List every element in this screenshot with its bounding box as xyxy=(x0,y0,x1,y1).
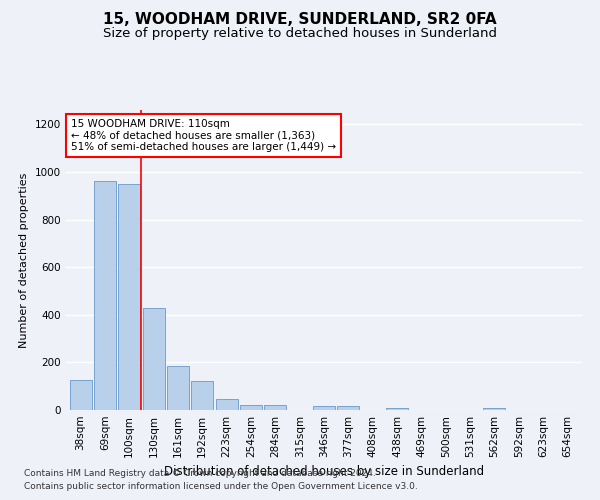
Bar xyxy=(484,408,505,410)
X-axis label: Distribution of detached houses by size in Sunderland: Distribution of detached houses by size … xyxy=(164,466,484,478)
Bar xyxy=(240,405,262,410)
Text: 15, WOODHAM DRIVE, SUNDERLAND, SR2 0FA: 15, WOODHAM DRIVE, SUNDERLAND, SR2 0FA xyxy=(103,12,497,28)
Bar xyxy=(167,366,189,410)
Text: Contains public sector information licensed under the Open Government Licence v3: Contains public sector information licen… xyxy=(24,482,418,491)
Bar xyxy=(191,382,213,410)
Bar xyxy=(215,400,238,410)
Text: 15 WOODHAM DRIVE: 110sqm
← 48% of detached houses are smaller (1,363)
51% of sem: 15 WOODHAM DRIVE: 110sqm ← 48% of detach… xyxy=(71,119,336,152)
Bar xyxy=(70,380,92,410)
Bar xyxy=(265,405,286,410)
Bar xyxy=(313,406,335,410)
Bar xyxy=(118,184,140,410)
Y-axis label: Number of detached properties: Number of detached properties xyxy=(19,172,29,348)
Text: Contains HM Land Registry data © Crown copyright and database right 2024.: Contains HM Land Registry data © Crown c… xyxy=(24,468,376,477)
Bar xyxy=(94,182,116,410)
Bar xyxy=(143,308,164,410)
Bar xyxy=(337,406,359,410)
Text: Size of property relative to detached houses in Sunderland: Size of property relative to detached ho… xyxy=(103,28,497,40)
Bar xyxy=(386,408,408,410)
